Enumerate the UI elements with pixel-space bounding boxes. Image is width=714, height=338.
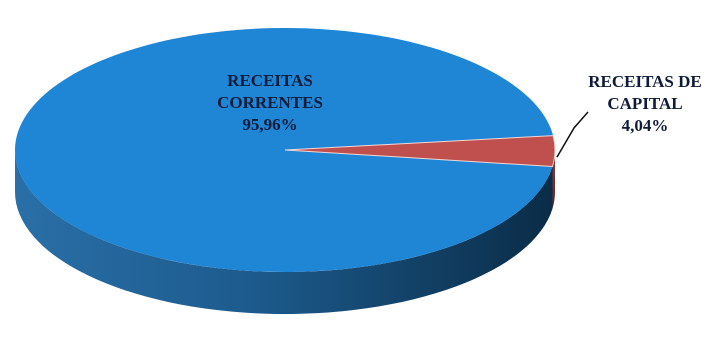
receitas-de-capital-label-line: CAPITAL [607,94,682,113]
receitas-de-capital-label-line: 4,04% [622,116,669,135]
slice-receitas-correntes [15,27,554,272]
receitas-correntes-label-line: RECEITAS [227,71,313,90]
receitas-correntes-label-line: 95,96% [242,115,297,134]
pie-leader-layer [556,111,589,158]
slice-receitas-de-capital [284,135,556,168]
receitas-de-capital-label: RECEITAS DE CAPITAL 4,04% [588,72,702,135]
receitas-correntes-label-line: CORRENTES [217,93,323,112]
receitas-correntes-label: RECEITAS CORRENTES 95,96% [217,71,323,134]
side-wall-receitas-correntes [15,150,553,314]
leader-line-receitas-de-capital [556,111,589,158]
receitas-de-capital-label-line: RECEITAS DE [588,72,702,91]
pie-top-layer [15,27,556,272]
pie-label-layer: RECEITAS CORRENTES 95,96% RECEITAS DE CAPITA… [217,71,702,135]
